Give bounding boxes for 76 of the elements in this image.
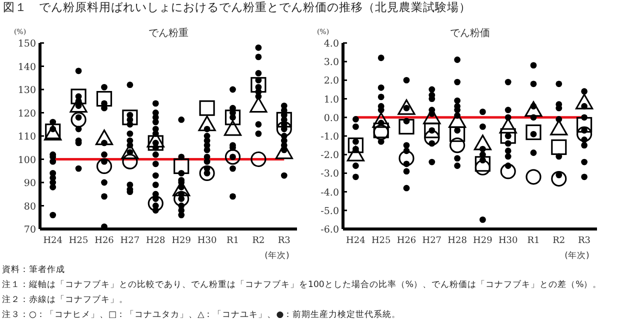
text: 注３：○：「コナヒメ」、□：「コナユタカ」、△：「コナユキ」、●：前期生産力検定世代系統。 — [2, 309, 401, 320]
y-tick-label: 90 — [24, 178, 36, 189]
point — [526, 124, 542, 140]
chart-title: でん粉重 — [148, 27, 188, 39]
x-tick-label: R1 — [226, 236, 240, 246]
x-tick-label: H24 — [346, 236, 366, 246]
point — [348, 138, 364, 154]
y-tick-label: -3.0 — [320, 168, 339, 180]
y-tick-label: -5.0 — [320, 206, 339, 217]
point — [450, 126, 466, 142]
point — [224, 110, 241, 126]
y-tick-label: -4.0 — [320, 187, 339, 198]
y-tick-label: 150 — [18, 38, 36, 50]
point — [398, 118, 414, 134]
x-tick-label: R3 — [578, 236, 591, 246]
x-tick-label: H27 — [120, 236, 140, 246]
y-tick-label: 130 — [18, 85, 36, 96]
point — [122, 110, 138, 126]
point — [95, 130, 114, 146]
point — [551, 139, 567, 155]
point — [576, 94, 594, 110]
x-tick-label: H26 — [94, 236, 114, 246]
y-tick-label: 70 — [24, 224, 36, 236]
point — [250, 77, 266, 93]
y-tick-label: 4.0 — [324, 38, 339, 50]
x-tick-label: R2 — [252, 236, 265, 246]
point — [550, 120, 568, 136]
point — [174, 158, 190, 174]
point — [70, 88, 86, 104]
point — [96, 91, 112, 107]
y-tick-label: 3.0 — [324, 57, 339, 68]
point — [276, 112, 292, 128]
text: 注１：縦軸は「コナフブキ」との比較であり、でん粉重は「コナフブキ」を100とした場合の比率（%）、でん粉価は「コナフブキ」との差（%）。 — [2, 279, 602, 290]
point — [474, 134, 492, 150]
y-tick-label: -1.0 — [320, 132, 339, 142]
y-tick-label: 120 — [18, 108, 36, 120]
point — [424, 122, 440, 138]
point — [372, 112, 390, 128]
x-tick-label: H30 — [197, 236, 217, 246]
y-tick-label: 100 — [18, 154, 36, 166]
x-tick-label: R3 — [278, 236, 291, 246]
x-axis-title: (年次) — [264, 250, 290, 261]
x-axis-title: (年次) — [564, 250, 590, 261]
caption: 図１ でん粉原料用ばれいしょにおけるでん粉重とでん粉価の推移（北見農業試験場） — [3, 0, 471, 14]
y-tick-label: -2.0 — [320, 150, 339, 162]
x-tick-label: H29 — [172, 236, 192, 246]
y-tick-label: 80 — [24, 201, 36, 212]
point — [198, 116, 216, 132]
x-tick-label: H29 — [473, 236, 493, 246]
x-tick-label: H25 — [68, 236, 88, 246]
x-tick-label: H30 — [498, 236, 518, 246]
x-tick-label: H27 — [422, 236, 442, 246]
chart-title: でん粉価 — [450, 27, 490, 39]
y-tick-label: -6.0 — [320, 224, 339, 236]
text: 資料：筆者作成 — [2, 264, 65, 275]
text: 注２：赤線は「コナフブキ」。 — [2, 294, 128, 305]
y-tick-label: 1.0 — [324, 94, 339, 106]
x-tick-label: H28 — [146, 236, 166, 246]
point — [398, 99, 416, 115]
y-tick-label: 110 — [18, 132, 36, 142]
x-tick-label: R1 — [527, 236, 540, 246]
point — [576, 117, 592, 133]
x-tick-label: H25 — [371, 236, 392, 246]
point — [474, 156, 490, 172]
x-tick-label: H24 — [43, 236, 63, 246]
point — [224, 120, 242, 136]
y-tick-label: 2.0 — [324, 76, 339, 87]
y-tick-label: 0.0 — [324, 112, 339, 124]
y-tick-label: 140 — [18, 62, 36, 73]
x-tick-label: R2 — [552, 236, 566, 246]
point — [199, 100, 215, 116]
point — [346, 146, 364, 162]
x-tick-label: H28 — [448, 236, 468, 246]
point — [500, 128, 516, 144]
point — [524, 101, 542, 117]
x-tick-label: H26 — [396, 236, 416, 246]
